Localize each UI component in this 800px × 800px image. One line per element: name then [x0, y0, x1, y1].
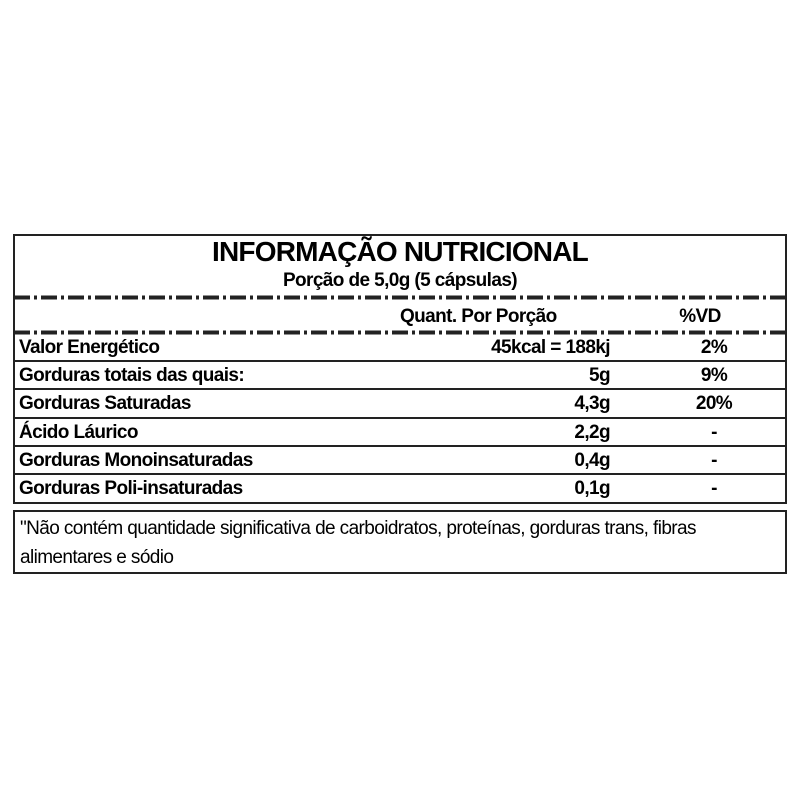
nutrient-quantity: 45kcal = 188kj [491, 337, 611, 358]
table-row: Ácido Láurico 2,2g - [14, 419, 786, 447]
table-row: Gorduras Saturadas 4,3g 20% [14, 390, 786, 418]
serving-size: Porção de 5,0g (5 cápsulas) [282, 270, 518, 291]
table-row: Gorduras totais das quais: 5g 9% [14, 362, 786, 390]
table-row: Valor Energético 45kcal = 188kj 2% [14, 334, 786, 362]
row-divider [14, 360, 786, 362]
nutrient-quantity: 4,3g [574, 393, 610, 414]
row-divider [14, 417, 786, 419]
nutrient-quantity: 2,2g [574, 422, 610, 443]
footnote-box [13, 510, 787, 574]
nutrient-name: Gorduras totais das quais: [19, 365, 245, 386]
row-divider [14, 473, 786, 475]
nutrient-dv: - [711, 450, 717, 471]
nutrient-dv: 9% [700, 365, 728, 386]
table-row: Gorduras Poli-insaturadas 0,1g - [14, 475, 786, 503]
nutrient-quantity: 0,4g [574, 450, 610, 471]
label-title: INFORMAÇÃO NUTRICIONAL [212, 236, 589, 267]
nutrient-name: Ácido Láurico [19, 422, 138, 443]
nutrient-dv: - [711, 478, 717, 499]
footnote: "Não contém quantidade significativa de … [20, 518, 697, 568]
row-divider [14, 388, 786, 390]
nutrient-dv: - [711, 422, 717, 443]
nutrient-name: Gorduras Poli-insaturadas [19, 478, 243, 499]
nutrient-name: Gorduras Monoinsaturadas [19, 450, 253, 471]
nutrient-name: Valor Energético [19, 337, 160, 358]
row-divider [14, 445, 786, 447]
header-dv: %VD [679, 306, 721, 327]
nutrient-name: Gorduras Saturadas [19, 393, 191, 414]
nutrient-dv: 20% [695, 393, 733, 414]
table-row: Gorduras Monoinsaturadas 0,4g - [14, 447, 786, 475]
nutrient-dv: 2% [700, 337, 728, 358]
nutrition-table [13, 234, 787, 504]
nutrient-quantity: 5g [589, 365, 611, 386]
header-quantity: Quant. Por Porção [400, 306, 557, 327]
dashed-divider [14, 330, 786, 335]
dashed-divider [14, 295, 786, 300]
nutrient-quantity: 0,1g [574, 478, 610, 499]
